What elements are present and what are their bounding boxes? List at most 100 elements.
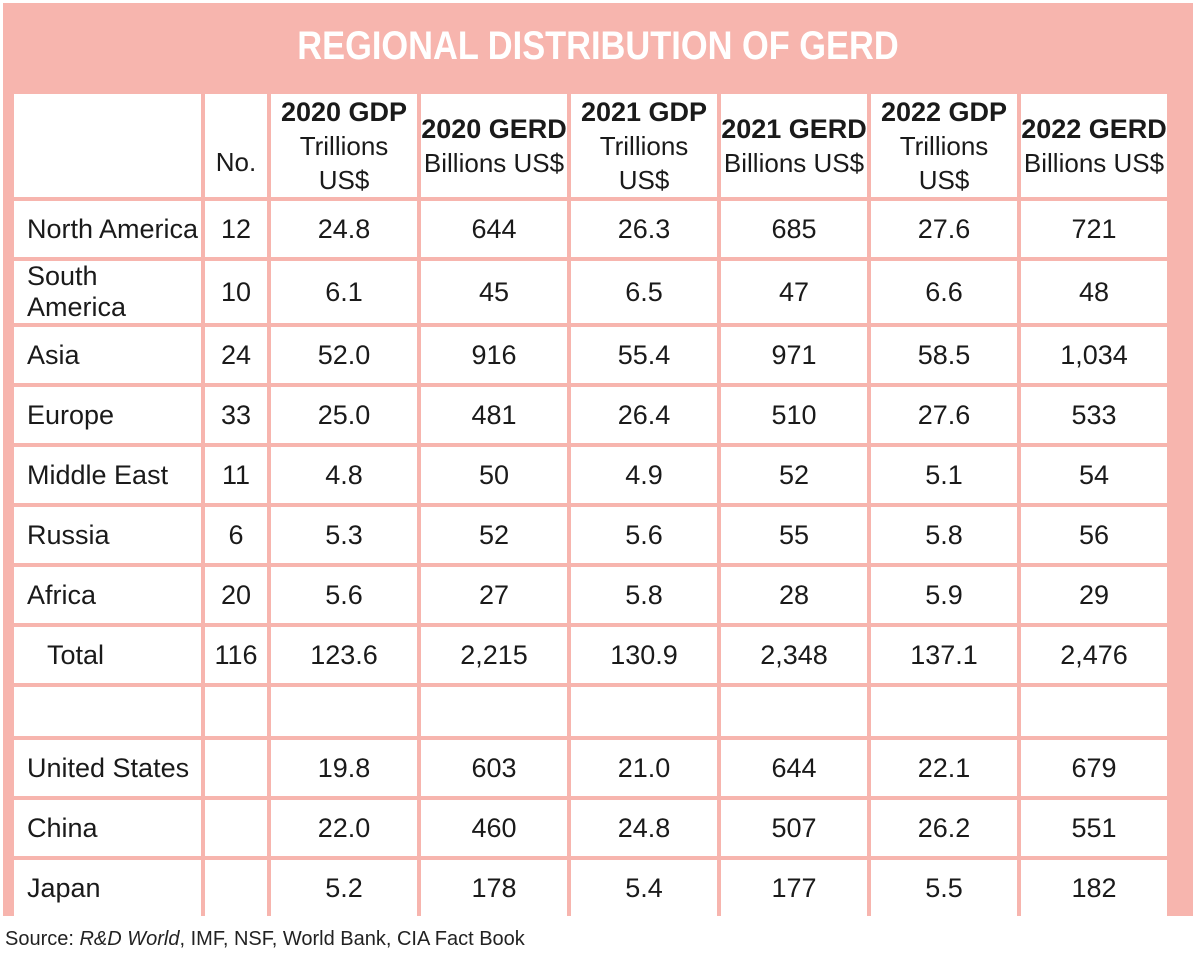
table-row: Middle East 11 4.8 50 4.9 52 5.1 54 (14, 447, 1167, 503)
table-row: South America 10 6.1 45 6.5 47 6.6 48 (14, 261, 1167, 323)
empty-cell (421, 687, 567, 736)
table-cell: 54 (1021, 447, 1167, 503)
table-cell: 5.5 (871, 860, 1017, 916)
table-cell: 533 (1021, 387, 1167, 443)
table-cell: 24.8 (571, 800, 717, 856)
table-cell: 24 (205, 327, 267, 383)
empty-cell (271, 687, 417, 736)
table-title: REGIONAL DISTRIBUTION OF GERD (297, 23, 899, 68)
column-header-year: 2022 GDP (880, 96, 1008, 127)
column-header-year: 2021 GERD (721, 113, 867, 144)
table-cell: 26.3 (571, 201, 717, 257)
table-cell: 52 (421, 507, 567, 563)
spacer-row (14, 687, 1167, 736)
table-cell: 22.0 (271, 800, 417, 856)
row-label: United States (14, 740, 201, 796)
table-cell: 25.0 (271, 387, 417, 443)
table-cell: 1,034 (1021, 327, 1167, 383)
table-cell: 603 (421, 740, 567, 796)
column-header-unit: Trillions US$ (899, 130, 989, 195)
table-row: Russia 6 5.3 52 5.6 55 5.8 56 (14, 507, 1167, 563)
table-cell: 5.6 (571, 507, 717, 563)
table-cell: 551 (1021, 800, 1167, 856)
row-label: Africa (14, 567, 201, 623)
row-label: Japan (14, 860, 201, 916)
column-header-7: 2022 GERD Billions US$ (1021, 94, 1167, 197)
table-cell: 27.6 (871, 201, 1017, 257)
table-cell: 52.0 (271, 327, 417, 383)
table-cell: 5.8 (571, 567, 717, 623)
table-cell: 50 (421, 447, 567, 503)
column-header-unit: Trillions US$ (299, 130, 389, 195)
table-body: No. 2020 GDP Trillions US$ 2020 GERD Billion… (14, 94, 1167, 916)
table-cell: 12 (205, 201, 267, 257)
column-header-year: 2022 GERD (1021, 113, 1167, 144)
table-cell: 4.9 (571, 447, 717, 503)
table-cell (205, 860, 267, 916)
empty-cell (1021, 687, 1167, 736)
table-row: Asia 24 52.0 916 55.4 971 58.5 1,034 (14, 327, 1167, 383)
table-cell: 6.1 (271, 261, 417, 323)
table-cell: 4.8 (271, 447, 417, 503)
table-cell: 182 (1021, 860, 1167, 916)
table-cell: 6 (205, 507, 267, 563)
empty-cell (14, 687, 201, 736)
table-cell: 510 (721, 387, 867, 443)
column-header-unit: Billions US$ (423, 147, 565, 178)
table-cell: 27 (421, 567, 567, 623)
table-cell: 56 (1021, 507, 1167, 563)
row-label: North America (14, 201, 201, 257)
table-cell: 116 (205, 627, 267, 683)
table-cell: 29 (1021, 567, 1167, 623)
source-rest: , IMF, NSF, World Bank, CIA Fact Book (179, 928, 525, 950)
table-row: United States 19.8 603 21.0 644 22.1 679 (14, 740, 1167, 796)
table-row: Total 116 123.6 2,215 130.9 2,348 137.1 2,476 (14, 627, 1167, 683)
table-cell: 481 (421, 387, 567, 443)
table-cell: 685 (721, 201, 867, 257)
table-cell: 5.1 (871, 447, 1017, 503)
row-label: Total (14, 627, 201, 683)
table-cell: 58.5 (871, 327, 1017, 383)
table-cell: 52 (721, 447, 867, 503)
table-cell: 916 (421, 327, 567, 383)
table-cell: 6.5 (571, 261, 717, 323)
table-cell: 5.9 (871, 567, 1017, 623)
empty-cell (871, 687, 1017, 736)
table-row: Japan 5.2 178 5.4 177 5.5 182 (14, 860, 1167, 916)
table-cell: 27.6 (871, 387, 1017, 443)
column-header-5: 2021 GERD Billions US$ (721, 94, 867, 197)
table-cell: 10 (205, 261, 267, 323)
table-cell: 644 (421, 201, 567, 257)
empty-cell (571, 687, 717, 736)
table-cell: 2,476 (1021, 627, 1167, 683)
table-row: China 22.0 460 24.8 507 26.2 551 (14, 800, 1167, 856)
table-cell: 5.2 (271, 860, 417, 916)
table-cell: 460 (421, 800, 567, 856)
table-cell: 20 (205, 567, 267, 623)
column-header-0 (14, 94, 201, 197)
table-cell (205, 800, 267, 856)
table-cell: 721 (1021, 201, 1167, 257)
empty-cell (721, 687, 867, 736)
column-header-unit: Billions US$ (1023, 147, 1165, 178)
table-cell: 2,215 (421, 627, 567, 683)
table-row: Africa 20 5.6 27 5.8 28 5.9 29 (14, 567, 1167, 623)
table-cell: 123.6 (271, 627, 417, 683)
table-cell: 19.8 (271, 740, 417, 796)
column-header-label: No. (215, 146, 257, 177)
table-cell: 45 (421, 261, 567, 323)
column-header-year: 2020 GERD (421, 113, 567, 144)
table-cell: 5.4 (571, 860, 717, 916)
table-cell: 47 (721, 261, 867, 323)
table-cell: 2,348 (721, 627, 867, 683)
table-cell: 6.6 (871, 261, 1017, 323)
source-publication: R&D World (79, 928, 180, 950)
column-header-4: 2021 GDP Trillions US$ (571, 94, 717, 197)
column-header-year: 2020 GDP (280, 96, 408, 127)
row-label: China (14, 800, 201, 856)
table-cell: 22.1 (871, 740, 1017, 796)
column-header-unit: Trillions US$ (599, 130, 689, 195)
table-cell: 5.8 (871, 507, 1017, 563)
table-cell: 33 (205, 387, 267, 443)
table-cell: 507 (721, 800, 867, 856)
